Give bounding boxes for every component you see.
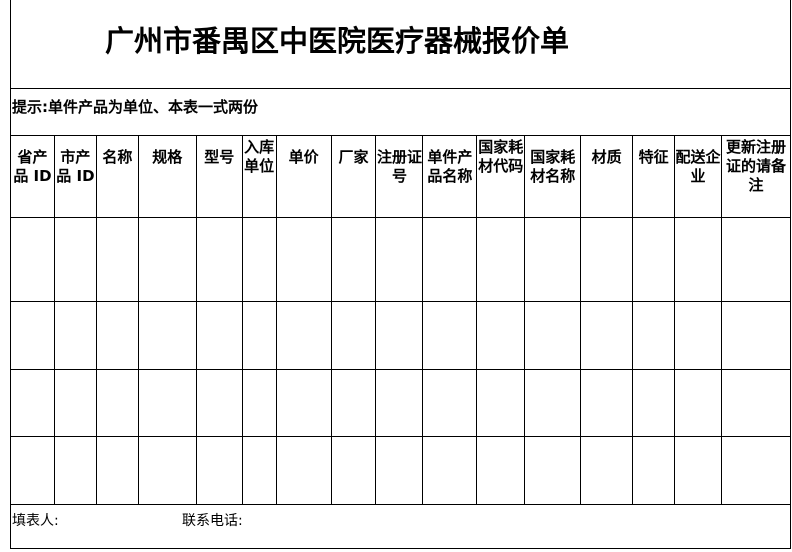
column-header: 入库单位 <box>241 135 277 218</box>
tip-text: 提示:单件产品为单位、本表一式两份 <box>12 98 259 116</box>
phone-label: 联系电话: <box>182 513 243 529</box>
table-cell[interactable] <box>330 217 377 302</box>
table-cell[interactable] <box>195 301 243 370</box>
table-cell[interactable] <box>53 301 97 370</box>
table-cell[interactable] <box>137 436 197 505</box>
table-cell[interactable] <box>422 217 478 302</box>
table-cell[interactable] <box>137 369 197 437</box>
column-header: 型号 <box>195 135 243 218</box>
column-header: 配送企业 <box>674 135 722 218</box>
table-cell[interactable] <box>275 217 332 302</box>
column-header: 单件产品名称 <box>422 135 478 218</box>
table-cell[interactable] <box>375 301 424 370</box>
table-cell[interactable] <box>580 217 634 302</box>
page-title: 广州市番禺区中医院医疗器械报价单 <box>105 24 570 58</box>
table-cell[interactable] <box>580 369 634 437</box>
table-cell[interactable] <box>10 301 55 370</box>
table-cell[interactable] <box>375 217 424 302</box>
table-cell[interactable] <box>674 369 722 437</box>
table-cell[interactable] <box>422 369 478 437</box>
table-cell[interactable] <box>95 217 139 302</box>
table-cell[interactable] <box>632 369 676 437</box>
column-header: 国家耗材代码 <box>476 135 526 218</box>
table-cell[interactable] <box>330 369 377 437</box>
table-cell[interactable] <box>137 301 197 370</box>
table-cell[interactable] <box>53 436 97 505</box>
column-header: 厂家 <box>330 135 377 218</box>
table-cell[interactable] <box>524 217 582 302</box>
table-cell[interactable] <box>524 369 582 437</box>
table-cell[interactable] <box>195 369 243 437</box>
table-cell[interactable] <box>275 436 332 505</box>
column-header: 市产品 ID <box>53 135 97 218</box>
table-cell[interactable] <box>721 369 791 437</box>
table-cell[interactable] <box>674 301 722 370</box>
table-cell[interactable] <box>241 436 277 505</box>
table-cell[interactable] <box>476 301 526 370</box>
table-cell[interactable] <box>375 436 424 505</box>
table-cell[interactable] <box>241 301 277 370</box>
table-cell[interactable] <box>10 217 55 302</box>
table-cell[interactable] <box>375 369 424 437</box>
divider <box>10 504 791 505</box>
table-cell[interactable] <box>476 369 526 437</box>
table-row <box>10 369 791 437</box>
table-cell[interactable] <box>95 436 139 505</box>
table-cell[interactable] <box>721 301 791 370</box>
quote-table: 省产品 ID 市产品 ID 名称 规格 型号 入库单位 单价 厂家 注册证号 单件产品名称 国家耗材… <box>10 135 791 505</box>
divider <box>10 88 791 89</box>
table-cell[interactable] <box>195 217 243 302</box>
table-cell[interactable] <box>275 301 332 370</box>
table-cell[interactable] <box>53 369 97 437</box>
table-cell[interactable] <box>95 301 139 370</box>
table-cell[interactable] <box>580 436 634 505</box>
table-cell[interactable] <box>275 369 332 437</box>
table-row <box>10 436 791 505</box>
table-cell[interactable] <box>524 301 582 370</box>
table-row <box>10 301 791 370</box>
table-cell[interactable] <box>10 436 55 505</box>
table-cell[interactable] <box>580 301 634 370</box>
table-cell[interactable] <box>524 436 582 505</box>
column-header: 注册证号 <box>375 135 424 218</box>
table-cell[interactable] <box>422 301 478 370</box>
table-cell[interactable] <box>53 217 97 302</box>
column-header: 名称 <box>95 135 139 218</box>
table-cell[interactable] <box>330 436 377 505</box>
table-cell[interactable] <box>10 369 55 437</box>
table-cell[interactable] <box>674 436 722 505</box>
column-header: 省产品 ID <box>10 135 55 218</box>
table-cell[interactable] <box>330 301 377 370</box>
column-header: 规格 <box>137 135 197 218</box>
table-header-row: 省产品 ID 市产品 ID 名称 规格 型号 入库单位 单价 厂家 注册证号 单件产品名称 国家耗材… <box>10 135 791 218</box>
column-header: 特征 <box>632 135 676 218</box>
table-cell[interactable] <box>241 369 277 437</box>
table-cell[interactable] <box>195 436 243 505</box>
table-cell[interactable] <box>721 217 791 302</box>
column-header: 更新注册证的请备注 <box>721 135 791 218</box>
table-cell[interactable] <box>241 217 277 302</box>
column-header: 材质 <box>580 135 634 218</box>
table-cell[interactable] <box>721 436 791 505</box>
table-cell[interactable] <box>95 369 139 437</box>
table-cell[interactable] <box>137 217 197 302</box>
column-header: 国家耗材名称 <box>524 135 582 218</box>
table-cell[interactable] <box>632 436 676 505</box>
table-cell[interactable] <box>476 217 526 302</box>
table-cell[interactable] <box>632 301 676 370</box>
table-cell[interactable] <box>632 217 676 302</box>
table-cell[interactable] <box>674 217 722 302</box>
table-row <box>10 217 791 302</box>
table-cell[interactable] <box>476 436 526 505</box>
column-header: 单价 <box>275 135 332 218</box>
filler-label: 填表人: <box>12 513 59 529</box>
table-cell[interactable] <box>422 436 478 505</box>
